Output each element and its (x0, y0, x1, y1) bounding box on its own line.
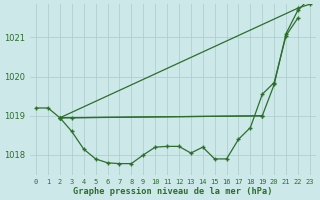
X-axis label: Graphe pression niveau de la mer (hPa): Graphe pression niveau de la mer (hPa) (73, 187, 273, 196)
